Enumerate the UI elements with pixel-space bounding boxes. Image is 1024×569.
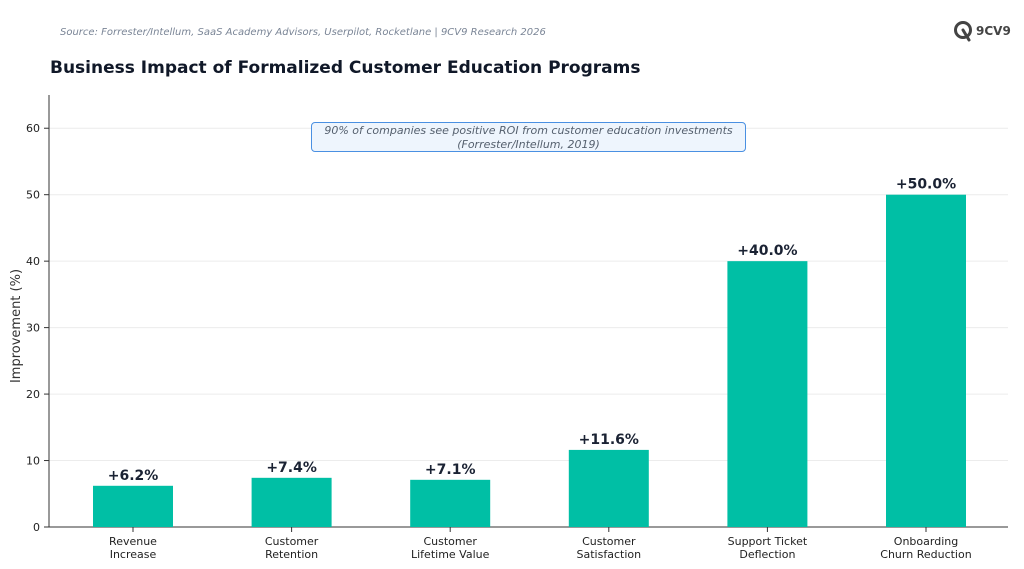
bar [251,477,332,527]
x-tick-label: Increase [110,548,157,561]
y-axis-label: Improvement (%) [9,269,24,383]
x-tick-label: Support Ticket [728,535,808,548]
x-tick-label: Customer [265,535,319,548]
logo-text: 9CV9 [976,24,1011,38]
chart-title: Business Impact of Formalized Customer E… [50,58,641,78]
y-tick-label: 60 [26,122,40,135]
data-label: +7.4% [266,460,317,476]
y-tick-label: 10 [26,455,40,468]
annotation-line-1: 90% of companies see positive ROI from c… [324,124,733,137]
x-tick-label: Satisfaction [577,548,642,561]
x-tick-label: Revenue [109,535,157,548]
bar [410,479,491,527]
x-tick-label: Retention [265,548,318,561]
annotation-line-2: (Forrester/Intellum, 2019) [457,138,600,151]
data-label: +6.2% [108,468,159,484]
brand-logo: 9CV9 [953,20,1011,42]
data-label: +7.1% [425,462,476,478]
x-tick-label: Customer [423,535,477,548]
data-label: +50.0% [896,177,956,193]
x-tick-label: Customer [582,535,636,548]
x-tick-label: Churn Reduction [880,548,971,561]
y-tick-label: 0 [33,521,40,534]
logo-icon [954,21,972,42]
bar [93,485,173,527]
data-label: +11.6% [579,432,639,448]
y-tick-label: 30 [26,322,40,335]
y-tick-label: 50 [26,189,40,202]
bar [886,194,966,527]
bar [727,261,808,527]
y-tick-label: 20 [26,388,40,401]
source-note: Source: Forrester/Intellum, SaaS Academy… [60,27,546,38]
x-tick-label: Onboarding [894,535,958,548]
data-label: +40.0% [737,243,797,259]
roi-annotation: 90% of companies see positive ROI from c… [311,122,746,152]
y-tick-label: 40 [26,255,40,268]
x-tick-label: Lifetime Value [411,548,490,561]
x-tick-label: Deflection [739,548,795,561]
bar [568,449,649,527]
